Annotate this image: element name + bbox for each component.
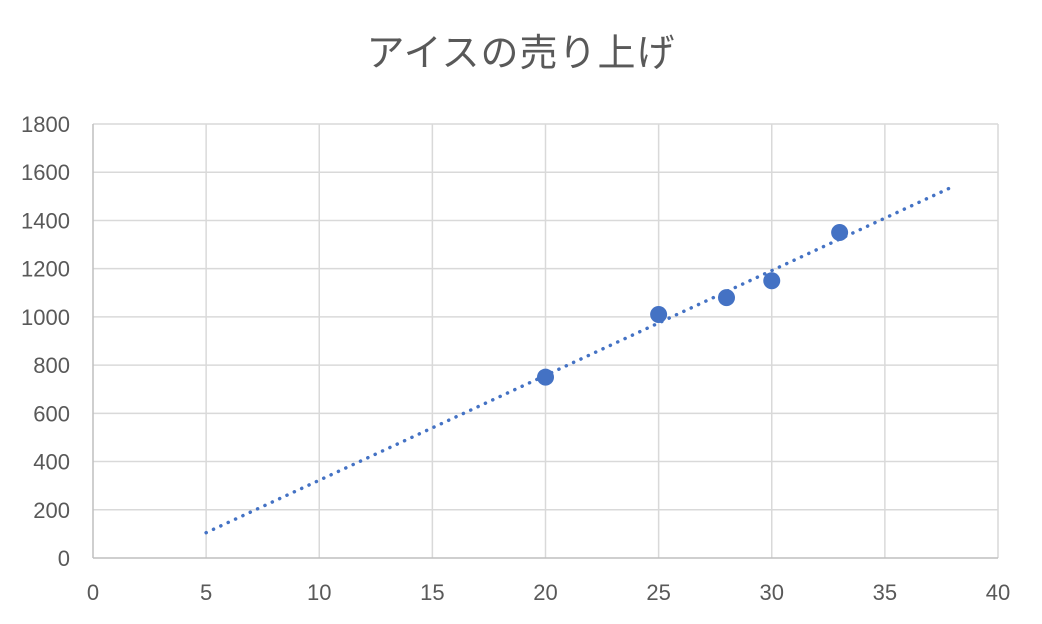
x-tick-label-15: 15 bbox=[420, 580, 444, 605]
x-tick-label-25: 25 bbox=[646, 580, 670, 605]
y-tick-label-1400: 1400 bbox=[21, 208, 70, 233]
y-tick-label-200: 200 bbox=[33, 498, 70, 523]
y-tick-label-400: 400 bbox=[33, 450, 70, 475]
gridlines bbox=[93, 123, 999, 558]
y-tick-label-1200: 1200 bbox=[21, 257, 70, 282]
x-tick-label-30: 30 bbox=[760, 580, 784, 605]
x-tick-label-5: 5 bbox=[200, 580, 212, 605]
y-tick-label-1800: 1800 bbox=[21, 112, 70, 137]
chart-title: アイスの売り上げ bbox=[366, 31, 676, 75]
data-point-25 bbox=[650, 305, 668, 323]
y-tick-label-0: 0 bbox=[58, 546, 70, 571]
data-point-30 bbox=[763, 272, 781, 290]
trendline bbox=[204, 184, 955, 535]
axes bbox=[92, 124, 998, 559]
data-point-20 bbox=[537, 368, 554, 386]
x-tick-label-35: 35 bbox=[873, 580, 897, 605]
data-points bbox=[537, 224, 849, 386]
x-tick-label-20: 20 bbox=[533, 580, 557, 605]
y-tick-label-600: 600 bbox=[33, 401, 70, 426]
data-point-33 bbox=[831, 224, 849, 241]
data-point-28 bbox=[718, 289, 735, 307]
x-tick-label-40: 40 bbox=[986, 580, 1010, 605]
y-tick-label-1600: 1600 bbox=[21, 160, 70, 185]
y-tick-label-1000: 1000 bbox=[21, 305, 70, 330]
y-tick-label-800: 800 bbox=[33, 353, 70, 378]
x-tick-label-10: 10 bbox=[307, 580, 331, 605]
trendline-group bbox=[204, 184, 955, 535]
x-tick-label-0: 0 bbox=[87, 580, 99, 605]
tick-labels: 0 200 400 600 800 1000 1200 1400 1600 1800 0 5 10 15 2… bbox=[21, 112, 1010, 605]
